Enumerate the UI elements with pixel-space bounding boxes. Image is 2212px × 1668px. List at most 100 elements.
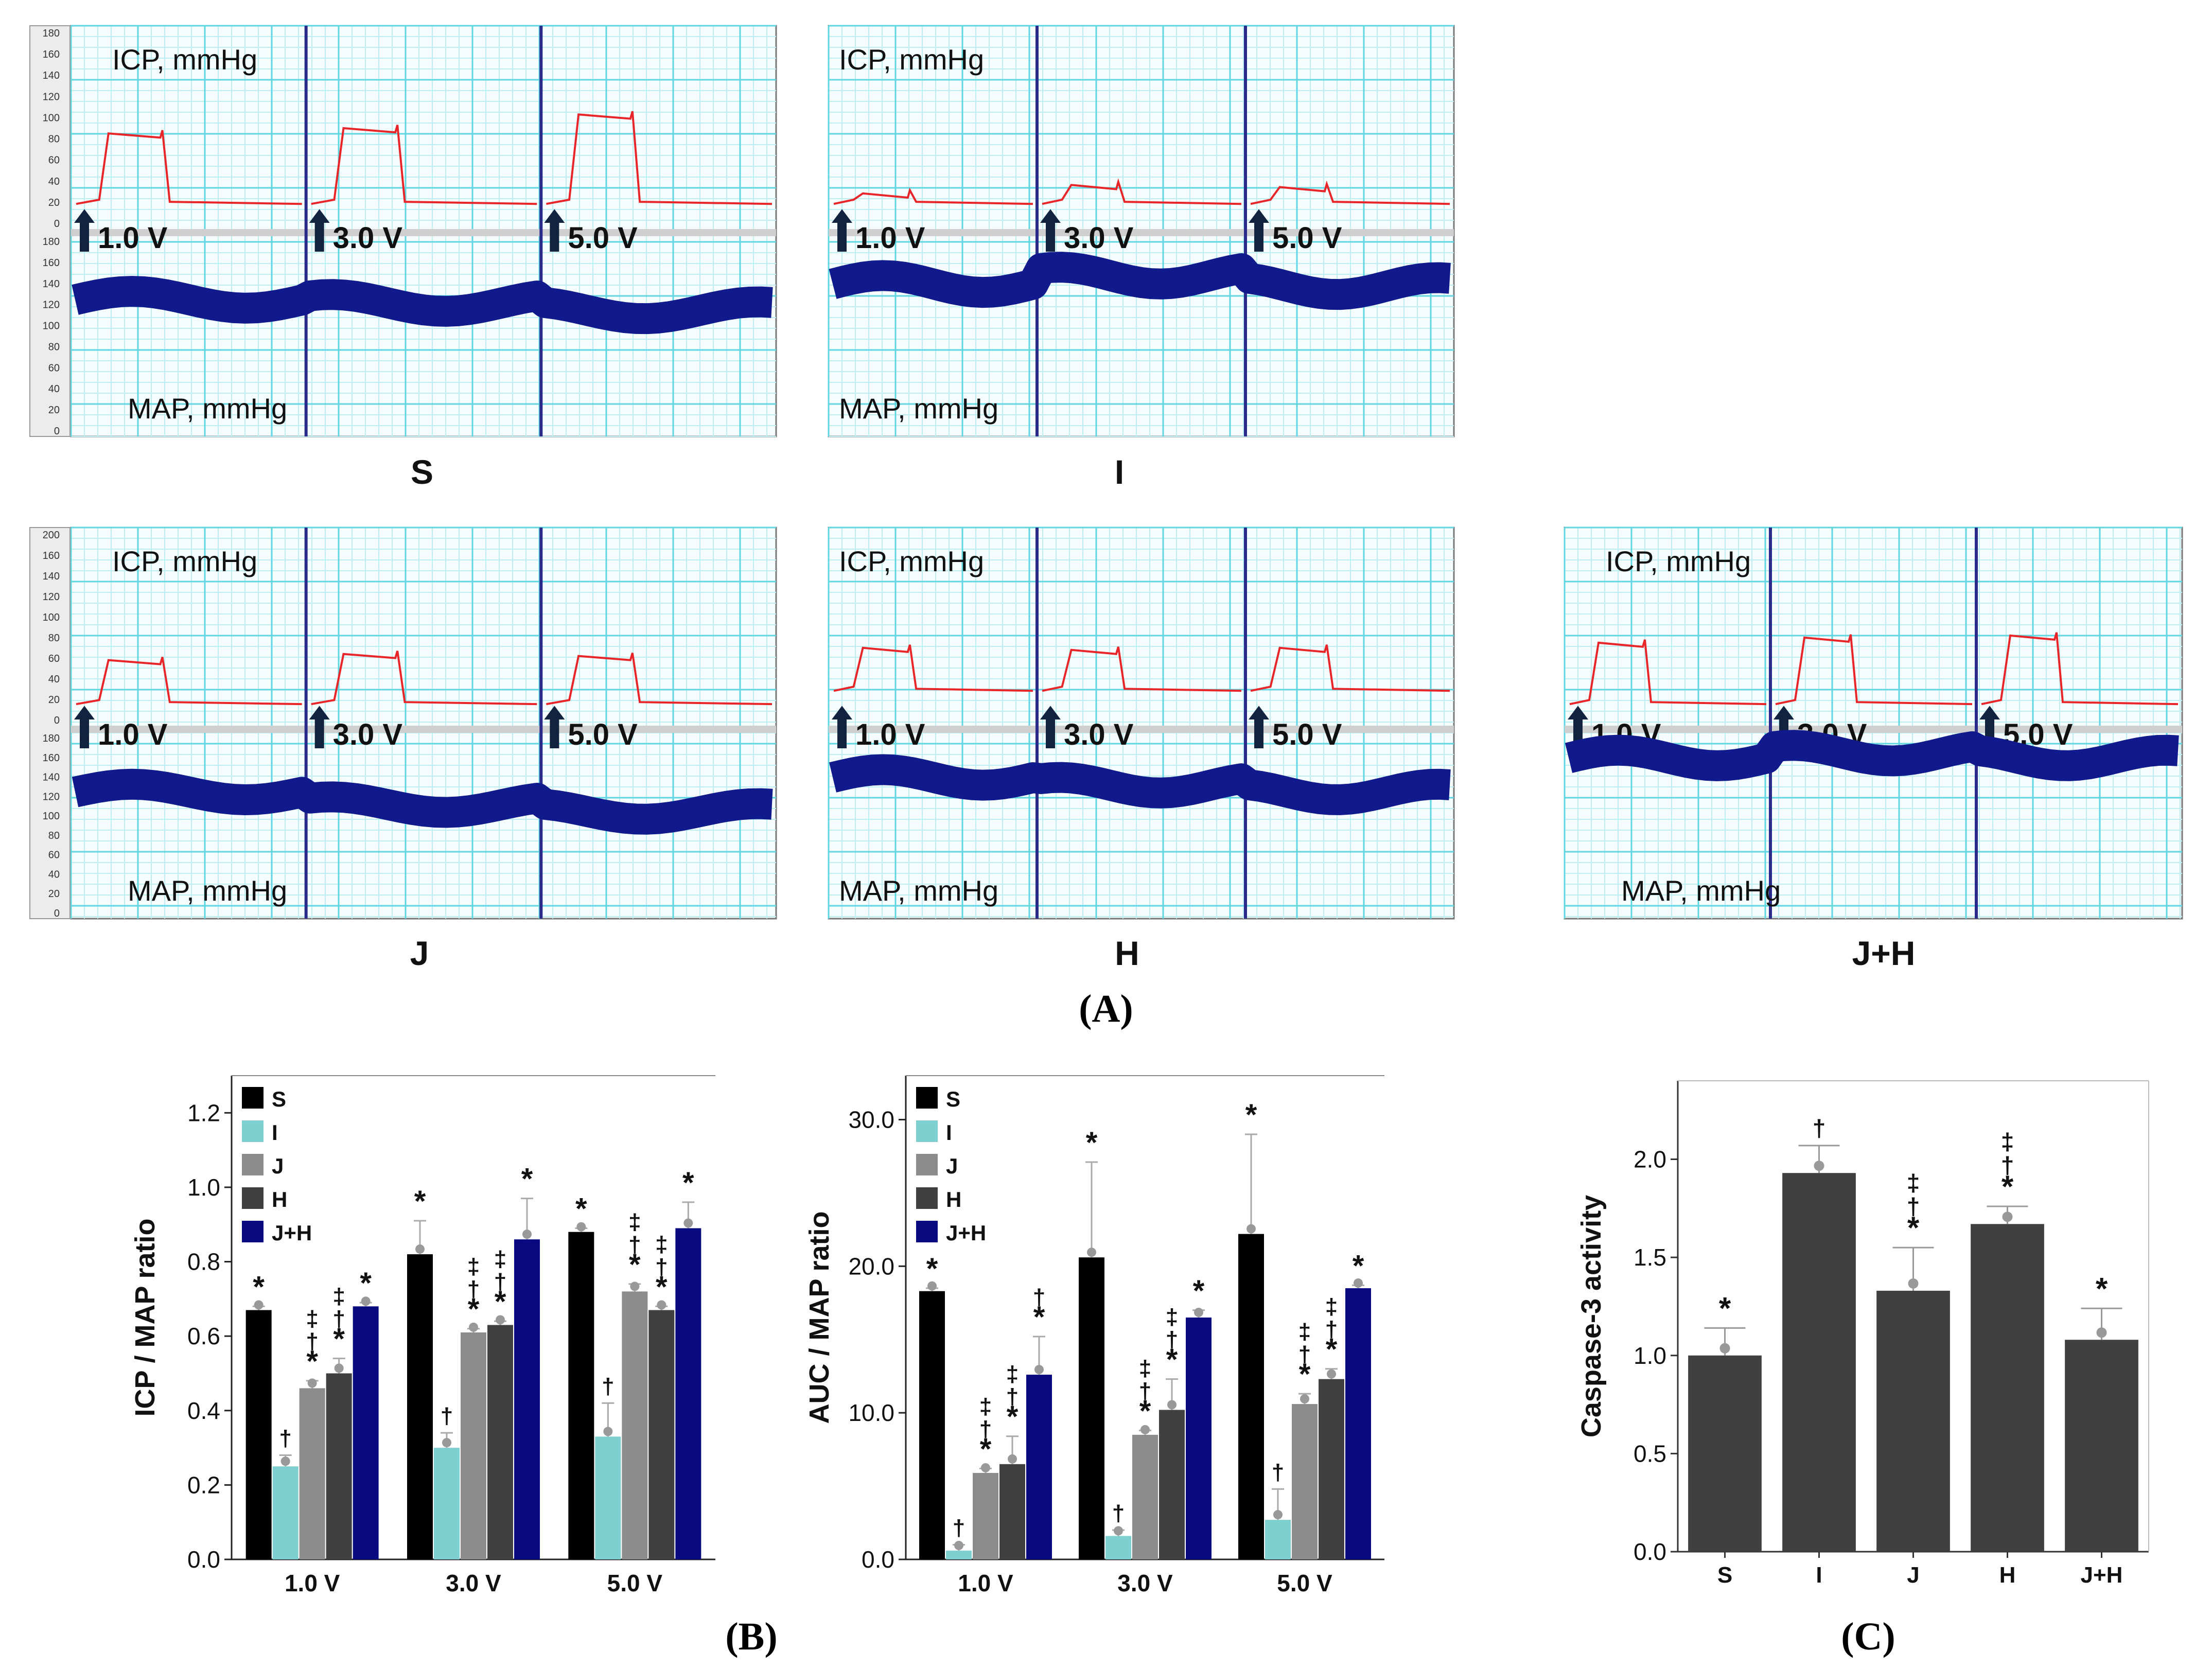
data-point: [2096, 1327, 2107, 1338]
map-tick: 20: [48, 888, 60, 900]
stimulus-arrow: [74, 209, 95, 252]
significance-mark: *: [414, 1185, 426, 1218]
data-point: [1140, 1425, 1150, 1434]
map-tick: 180: [43, 236, 60, 248]
y-tick-label: 30.0: [848, 1106, 894, 1133]
up-arrow-icon: [1249, 209, 1269, 252]
group-caption-s: S: [411, 453, 433, 491]
bar-s: [1688, 1355, 1762, 1552]
map-trace: [827, 252, 1455, 310]
significance-mark: *: [1007, 1400, 1019, 1434]
significance-mark: †: [1166, 1327, 1178, 1353]
bar-s-5-0-v: [568, 1232, 594, 1559]
icp-tick: 20: [48, 694, 60, 706]
data-point: [603, 1427, 613, 1436]
icp-trace: [833, 644, 1450, 692]
map-trace: [1563, 730, 2184, 781]
bar-s-3-0-v: [407, 1254, 433, 1559]
significance-mark: *: [306, 1345, 318, 1378]
significance-mark: *: [1033, 1301, 1045, 1334]
data-point: [1273, 1510, 1283, 1520]
panel-b-caption: (B): [725, 1615, 777, 1658]
map-trace: [71, 768, 776, 835]
up-arrow-icon: [74, 706, 95, 748]
significance-mark: ‡: [1139, 1356, 1151, 1381]
significance-mark: *: [360, 1267, 372, 1300]
data-point: [496, 1315, 505, 1325]
stimulus-label: 1.0 V: [98, 718, 168, 751]
data-point: [1300, 1394, 1309, 1404]
map-tick: 140: [43, 278, 60, 290]
significance-mark: †: [306, 1329, 318, 1354]
legend-label-h: H: [946, 1187, 961, 1212]
bar-j-5-0-v: [1292, 1404, 1318, 1559]
significance-mark: *: [468, 1293, 480, 1326]
legend-swatch-s: [916, 1087, 938, 1109]
icp-tick: 140: [43, 70, 60, 81]
data-point: [1008, 1454, 1017, 1464]
map-tick: 0: [54, 908, 60, 919]
icp-tick: 200: [43, 530, 60, 541]
y-axis-title: Caspase-3 activity: [1576, 1195, 1607, 1437]
significance-mark: *: [980, 1432, 992, 1466]
bar-h-3-0-v: [1159, 1410, 1185, 1559]
bar-jplus-h-3-0-v: [514, 1239, 540, 1559]
y-tick-label: 10.0: [848, 1399, 894, 1426]
significance-mark: *: [656, 1270, 668, 1304]
bar-j-1-0-v: [299, 1388, 325, 1559]
recording-panel-i: ICP, mmHg MAP, mmHg 1.0 V 3.0 V 5.0 V I: [827, 25, 1455, 491]
icp-tick: 100: [43, 112, 60, 124]
stimulus-arrow: [74, 706, 95, 748]
group-caption-jplus-h: J+H: [1852, 934, 1916, 972]
data-point: [1087, 1248, 1096, 1257]
legend-label-i: I: [946, 1120, 952, 1145]
legend-swatch-j: [916, 1154, 938, 1175]
stimulus-label: 5.0 V: [568, 221, 638, 255]
stimulus-arrow: [1249, 706, 1269, 748]
tick-strip: [29, 527, 71, 919]
x-tick-label-5-0-v: 5.0 V: [1277, 1570, 1332, 1596]
group-caption-i: I: [1115, 453, 1124, 491]
stimulus-label: 5.0 V: [1272, 718, 1342, 751]
significance-mark: †: [979, 1416, 992, 1442]
data-point: [1167, 1400, 1177, 1410]
bar-s-1-0-v: [919, 1291, 945, 1559]
stimulus-label: 3.0 V: [333, 718, 403, 751]
significance-mark: †: [1139, 1378, 1151, 1403]
icp-channel-label: ICP, mmHg: [112, 43, 257, 76]
data-point: [307, 1378, 317, 1388]
map-tick: 80: [48, 341, 60, 353]
significance-mark: †: [1325, 1317, 1338, 1342]
significance-mark: †: [1112, 1501, 1125, 1526]
y-axis-title: ICP / MAP ratio: [130, 1218, 161, 1416]
bar-j-1-0-v: [973, 1472, 998, 1559]
significance-mark: *: [521, 1163, 533, 1196]
significance-mark: *: [1086, 1126, 1098, 1160]
legend-swatch-jplus-h: [242, 1221, 264, 1242]
significance-mark: †: [1272, 1460, 1284, 1485]
data-point: [1327, 1369, 1336, 1379]
map-tick: 60: [48, 850, 60, 861]
significance-mark: *: [575, 1192, 587, 1225]
x-tick-label-5-0-v: 5.0 V: [607, 1570, 663, 1596]
legend-swatch-j: [242, 1154, 264, 1175]
stimulus-arrow: [1040, 706, 1061, 748]
significance-mark: ‡: [1166, 1305, 1178, 1330]
significance-mark: *: [1907, 1210, 1920, 1245]
significance-mark: †: [1907, 1193, 1920, 1220]
up-arrow-icon: [309, 706, 330, 748]
icp-tick: 140: [43, 571, 60, 582]
x-tick-label-1-0-v: 1.0 V: [958, 1570, 1013, 1596]
channel-separator: [71, 229, 776, 236]
stimulus-label: 1.0 V: [98, 221, 168, 255]
y-tick-label: 1.5: [1634, 1244, 1666, 1271]
legend-swatch-s: [242, 1087, 264, 1109]
data-point: [981, 1463, 990, 1472]
icp-channel-label: ICP, mmHg: [839, 545, 984, 577]
y-tick-label: 0.8: [187, 1249, 220, 1275]
stimulus-label: 3.0 V: [1064, 221, 1134, 255]
data-point: [630, 1281, 640, 1291]
legend-label-h: H: [272, 1187, 287, 1212]
